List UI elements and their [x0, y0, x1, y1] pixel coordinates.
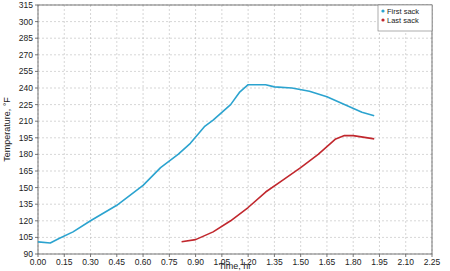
grid-line: [38, 237, 432, 238]
tick: [35, 54, 38, 55]
series-line: [182, 136, 375, 242]
grid-line: [38, 204, 432, 205]
plot-frame: [38, 5, 432, 254]
grid-line: [64, 5, 65, 254]
y-tick-label: 210: [19, 116, 33, 126]
tick: [35, 171, 38, 172]
series-line: [38, 85, 374, 243]
grid-line: [90, 5, 91, 254]
grid-line: [38, 38, 432, 39]
legend-marker: [381, 18, 384, 21]
grid-line: [169, 5, 170, 254]
x-tick-label: 0.60: [135, 257, 152, 267]
x-tick-label: 1.65: [319, 257, 336, 267]
y-tick-label: 135: [19, 199, 33, 209]
legend-marker: [381, 9, 384, 12]
grid-line: [326, 5, 327, 254]
grid-line: [38, 220, 432, 221]
y-tick-label: 120: [19, 216, 33, 226]
grid-line: [353, 5, 354, 254]
y-tick-label: 105: [19, 232, 33, 242]
tick: [35, 104, 38, 105]
y-tick-label: 315: [19, 0, 33, 10]
x-tick-label: 2.10: [397, 257, 414, 267]
grid-line: [248, 5, 249, 254]
tick: [35, 5, 38, 6]
x-tick-label: 0.90: [187, 257, 204, 267]
plot-area: [38, 85, 374, 243]
legend-label: Last sack: [387, 16, 419, 25]
tick: [35, 71, 38, 72]
x-tick-label: 1.80: [345, 257, 362, 267]
y-tick-label: 150: [19, 183, 33, 193]
grid-line: [38, 171, 432, 172]
grid-line: [143, 5, 144, 254]
legend-label: First sack: [387, 7, 419, 16]
chart: 0.000.150.300.450.600.750.901.051.201.35…: [0, 0, 450, 271]
y-tick-label: 285: [19, 33, 33, 43]
y-tick-label: 255: [19, 66, 33, 76]
grid-line: [300, 5, 301, 254]
tick: [35, 154, 38, 155]
tick: [35, 21, 38, 22]
x-axis-title: Time, hr: [219, 261, 252, 271]
tick: [35, 137, 38, 138]
grid-line: [38, 121, 432, 122]
grid-line: [38, 71, 432, 72]
x-tick-label: 2.25: [424, 257, 441, 267]
grid-line: [379, 5, 380, 254]
grid-line: [221, 5, 222, 254]
tick: [35, 220, 38, 221]
y-tick-label: 195: [19, 133, 33, 143]
tick: [35, 204, 38, 205]
x-tick-label: 0.15: [56, 257, 73, 267]
tick: [35, 187, 38, 188]
y-tick-label: 90: [24, 249, 34, 259]
y-tick-label: 270: [19, 50, 33, 60]
tick: [35, 88, 38, 89]
y-tick-label: 165: [19, 166, 33, 176]
y-tick-label: 240: [19, 83, 33, 93]
x-tick-label: 0.75: [161, 257, 178, 267]
y-tick-label: 180: [19, 149, 33, 159]
tick: [35, 254, 38, 255]
grid-line: [38, 88, 432, 89]
grid-line: [38, 54, 432, 55]
tick: [35, 38, 38, 39]
x-tick-label: 0.45: [109, 257, 126, 267]
grid-line: [38, 187, 432, 188]
legend-box: [378, 5, 432, 31]
tick: [35, 237, 38, 238]
grid-line: [38, 104, 432, 105]
y-tick-label: 225: [19, 100, 33, 110]
tick: [35, 121, 38, 122]
grid-line: [38, 21, 432, 22]
grid-line: [274, 5, 275, 254]
x-tick-label: 1.35: [266, 257, 283, 267]
x-tick-label: 1.95: [371, 257, 388, 267]
x-tick-label: 0.30: [82, 257, 99, 267]
x-tick-label: 1.50: [292, 257, 309, 267]
y-tick-label: 300: [19, 17, 33, 27]
y-axis-title: Temperature, °F: [2, 97, 12, 162]
legend: First sackLast sack: [378, 5, 432, 31]
grid-line: [116, 5, 117, 254]
grid-line: [405, 5, 406, 254]
grid-line: [38, 154, 432, 155]
grid-line: [195, 5, 196, 254]
